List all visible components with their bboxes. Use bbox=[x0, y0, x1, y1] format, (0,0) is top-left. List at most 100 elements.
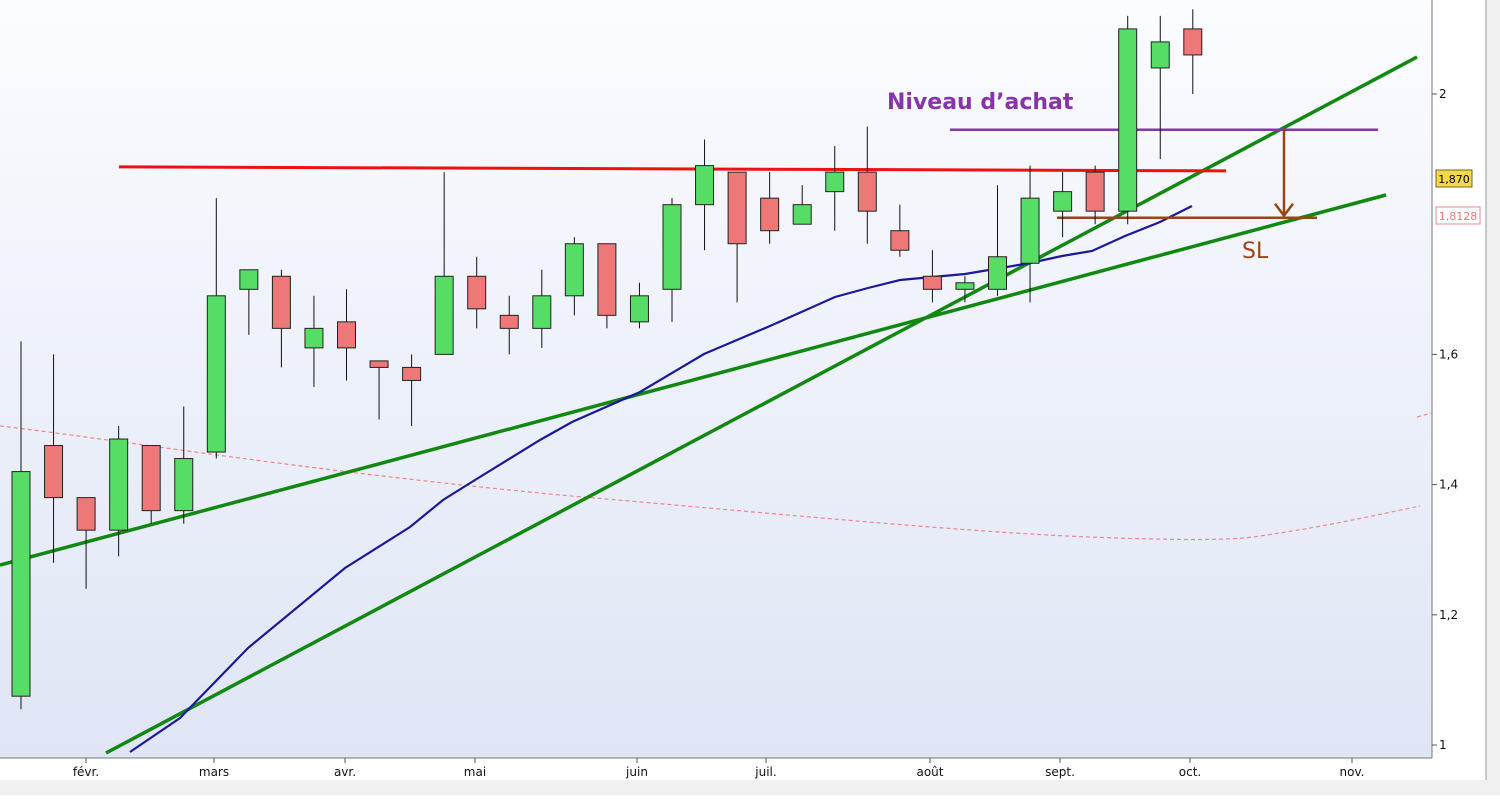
candle-body-down bbox=[44, 445, 64, 499]
candle-body-down bbox=[271, 275, 291, 329]
candle bbox=[271, 269, 291, 368]
candle bbox=[825, 146, 845, 231]
candle-body-up bbox=[1150, 41, 1170, 69]
candle-body-up bbox=[564, 243, 584, 297]
candle bbox=[532, 269, 552, 348]
candle bbox=[1150, 15, 1170, 160]
x-tick-label: août bbox=[916, 765, 943, 779]
candle-body-down bbox=[1085, 171, 1105, 212]
candle bbox=[760, 172, 780, 244]
candle bbox=[1020, 165, 1040, 303]
candle-body-down bbox=[402, 366, 422, 381]
annotations-layer bbox=[1274, 129, 1294, 218]
candle bbox=[1118, 15, 1138, 225]
candle-body-up bbox=[792, 204, 812, 225]
long-moving-average-line bbox=[0, 425, 1421, 541]
candle-body-down bbox=[76, 497, 96, 531]
candle-body-down bbox=[337, 321, 356, 349]
resistance-line bbox=[118, 165, 1227, 173]
candle bbox=[467, 256, 487, 329]
candle bbox=[727, 171, 747, 303]
candle-body-up bbox=[1053, 191, 1073, 212]
trendline-lower bbox=[0, 193, 1387, 567]
candle bbox=[890, 204, 910, 257]
candle-body-down bbox=[467, 275, 487, 310]
candle bbox=[922, 250, 942, 303]
x-tick-label: févr. bbox=[73, 765, 99, 779]
candle-body-down bbox=[1183, 28, 1203, 56]
candle-body-up bbox=[434, 275, 454, 355]
candle bbox=[597, 243, 617, 329]
candle-body-up bbox=[695, 165, 715, 206]
candle bbox=[76, 497, 96, 589]
buy-level-annotation: Niveau d’achat bbox=[887, 90, 1074, 115]
candle bbox=[1183, 9, 1203, 94]
x-axis-labels: févr. mars avr. mai juin juil. août sept. oct. no… bbox=[73, 758, 1365, 779]
price-badge-label: 1,870 bbox=[1438, 173, 1470, 186]
trendline-steep bbox=[105, 55, 1418, 755]
average-badge: 1,8128 bbox=[1435, 206, 1481, 225]
y-tick-label: 2 bbox=[1439, 87, 1447, 101]
candle bbox=[174, 406, 194, 524]
candle bbox=[662, 198, 682, 322]
candle bbox=[109, 426, 129, 557]
candle-body-down bbox=[141, 445, 161, 512]
candle-body-up bbox=[532, 295, 552, 329]
candle bbox=[11, 341, 31, 710]
candle-body-up bbox=[174, 458, 194, 512]
bottom-strip bbox=[0, 780, 1500, 795]
y-axis-labels: 1 1,2 1,4 1,6 2 bbox=[1432, 87, 1458, 752]
x-tick-label: mai bbox=[464, 765, 486, 779]
candle-body-up bbox=[11, 471, 31, 697]
candle-body-up bbox=[825, 171, 845, 193]
x-tick-label: oct. bbox=[1179, 765, 1201, 779]
candle-body-up bbox=[1020, 197, 1040, 264]
candle bbox=[499, 295, 519, 355]
price-badge: 1,870 bbox=[1435, 169, 1473, 188]
average-badge-label: 1,8128 bbox=[1439, 210, 1478, 223]
candle-body-down bbox=[499, 314, 519, 329]
candle-body-up bbox=[629, 295, 649, 323]
long-moving-average-segment bbox=[1416, 412, 1433, 418]
candle bbox=[206, 198, 226, 459]
stop-loss-annotation: SL bbox=[1242, 239, 1269, 264]
candle-body-down bbox=[727, 171, 747, 245]
x-tick-label: nov. bbox=[1340, 765, 1365, 779]
candle-body-up bbox=[662, 204, 682, 290]
candle bbox=[857, 126, 877, 244]
y-tick-label: 1,4 bbox=[1439, 478, 1458, 492]
candle bbox=[695, 139, 715, 251]
axis-panel bbox=[1432, 0, 1486, 758]
x-tick-label: mars bbox=[199, 765, 229, 779]
trendlines-layer bbox=[0, 55, 1418, 755]
candle bbox=[44, 354, 64, 563]
candle bbox=[337, 289, 356, 381]
x-tick-label: juin bbox=[625, 765, 648, 779]
candle-body-down bbox=[597, 243, 617, 316]
candle bbox=[369, 360, 389, 420]
candle-body-up bbox=[206, 295, 226, 453]
candle bbox=[304, 295, 324, 387]
plot-background bbox=[0, 0, 1432, 758]
candle-body-up bbox=[304, 327, 324, 349]
candle-body-up bbox=[239, 269, 259, 290]
candles-layer bbox=[11, 9, 1203, 710]
candle bbox=[564, 237, 584, 316]
y-tick-label: 1,6 bbox=[1439, 347, 1458, 361]
candle bbox=[434, 172, 454, 355]
x-tick-label: avr. bbox=[334, 765, 356, 779]
candle bbox=[402, 354, 422, 427]
candle-body-up bbox=[955, 282, 975, 290]
y-tick-label: 1 bbox=[1439, 738, 1447, 752]
x-tick-label: juil. bbox=[754, 765, 776, 779]
candle-body-down bbox=[369, 360, 389, 368]
candle bbox=[988, 185, 1007, 296]
x-tick-label: sept. bbox=[1045, 765, 1075, 779]
candle-body-down bbox=[922, 275, 942, 290]
candle bbox=[1085, 165, 1105, 225]
candle-body-up bbox=[1118, 28, 1138, 212]
candle-body-up bbox=[988, 256, 1007, 290]
window-border-right bbox=[1486, 0, 1500, 795]
